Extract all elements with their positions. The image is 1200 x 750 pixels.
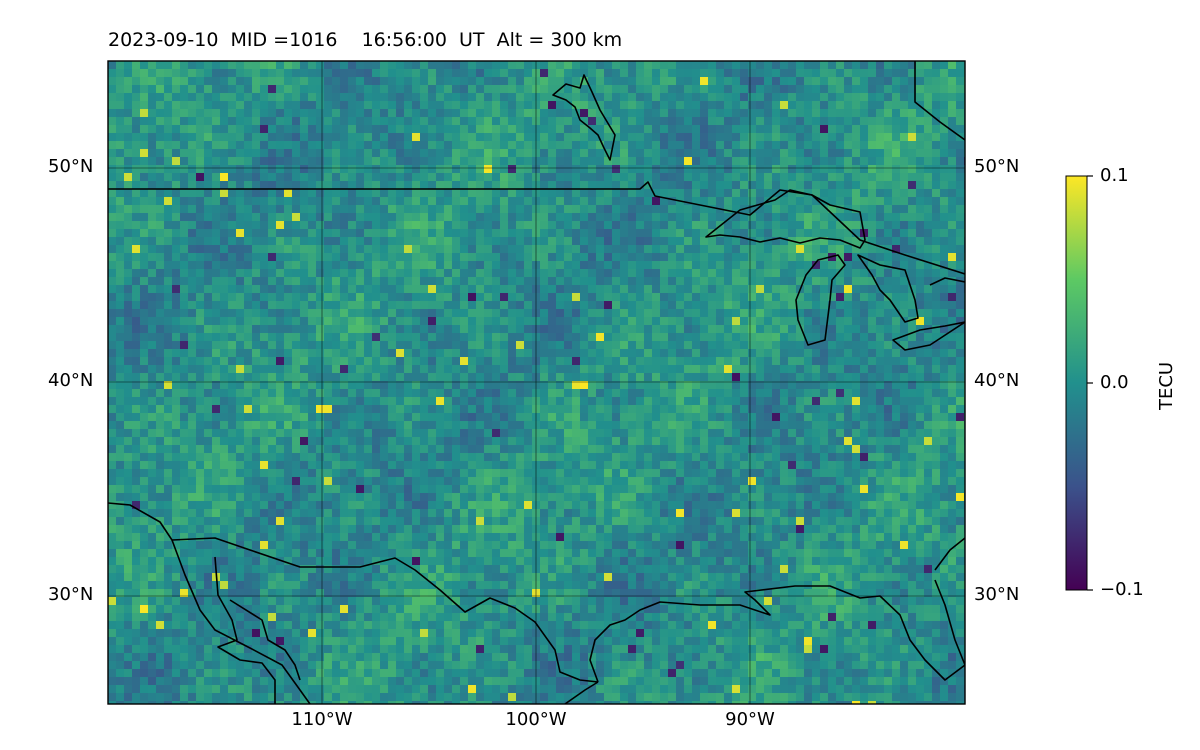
lat-label-left-40n: 40°N bbox=[48, 370, 94, 391]
lake-ontario bbox=[929, 277, 965, 286]
colorbar-ticks bbox=[1087, 175, 1093, 591]
lake-erie bbox=[892, 321, 965, 351]
lake-huron bbox=[857, 254, 919, 323]
gridlines bbox=[108, 61, 965, 704]
colorbar-tick-min: −0.1 bbox=[1100, 579, 1144, 600]
colorbar-tick-max: 0.1 bbox=[1100, 165, 1129, 186]
lat-label-left-50n: 50°N bbox=[48, 156, 94, 177]
hudson-bay-coast bbox=[552, 74, 616, 161]
lat-label-right-30n: 30°N bbox=[974, 584, 1020, 605]
lake-superior bbox=[705, 189, 866, 249]
colorbar bbox=[1065, 175, 1088, 591]
mexico-gulf-coast bbox=[589, 579, 965, 683]
map-frame bbox=[107, 60, 966, 705]
lon-label-110w: 110°W bbox=[291, 709, 353, 730]
lon-label-90w: 90°W bbox=[725, 709, 775, 730]
lat-label-right-40n: 40°N bbox=[974, 370, 1020, 391]
mexico-pacific-coast bbox=[171, 539, 311, 704]
gulf-of-california bbox=[229, 599, 301, 681]
lon-label-100w: 100°W bbox=[505, 709, 567, 730]
baja-california bbox=[214, 556, 276, 704]
lat-label-left-30n: 30°N bbox=[48, 584, 94, 605]
hudson-bay-east bbox=[914, 61, 965, 141]
gulf-coast-east bbox=[934, 537, 965, 571]
lat-label-right-50n: 50°N bbox=[974, 156, 1020, 177]
colorbar-tick-zero: 0.0 bbox=[1100, 372, 1129, 393]
colorbar-title: TECU bbox=[1156, 361, 1177, 410]
us-canada-border bbox=[108, 181, 965, 275]
tec-field bbox=[108, 61, 965, 704]
plot-title: 2023-09-10 MID =1016 16:56:00 UT Alt = 3… bbox=[108, 29, 623, 51]
yucatan-partial bbox=[564, 681, 599, 704]
coastlines bbox=[108, 61, 965, 704]
lake-michigan bbox=[795, 254, 846, 346]
